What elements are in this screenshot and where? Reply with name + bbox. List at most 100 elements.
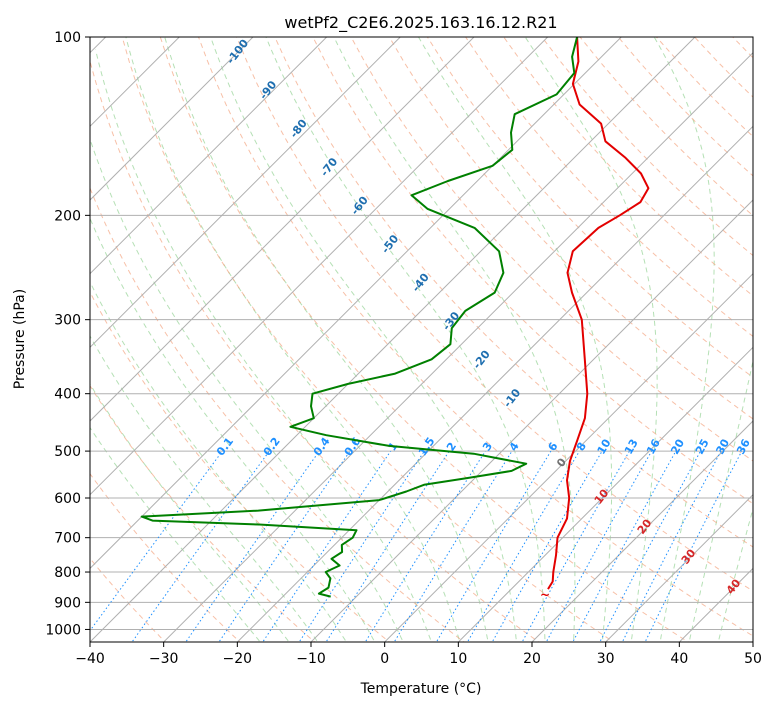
mixing-ratio-label: 10 xyxy=(595,437,614,457)
y-tick-label: 200 xyxy=(54,208,81,224)
isotherm-line xyxy=(90,37,328,275)
mixing-ratio-line xyxy=(572,450,677,642)
isotherm-line xyxy=(604,493,753,642)
dry-adiabat-line xyxy=(694,37,753,98)
mixing-ratio-line xyxy=(218,450,351,642)
y-tick-label: 500 xyxy=(54,444,81,460)
moist-adiabat-line xyxy=(717,506,753,642)
dry-adiabat-label: -90 xyxy=(257,78,280,102)
moist-adiabat-label: 40 xyxy=(724,576,744,596)
y-tick-label: 900 xyxy=(54,595,81,611)
x-tick-label: −20 xyxy=(223,651,253,667)
y-tick-label: 300 xyxy=(54,313,81,329)
mixing-ratio-label: 25 xyxy=(693,437,712,457)
dry-adiabat-label: -70 xyxy=(318,155,341,179)
dry-adiabat-label: -50 xyxy=(379,232,402,256)
dry-adiabat-label: -10 xyxy=(501,386,524,410)
isotherms xyxy=(0,10,753,654)
isotherm-line xyxy=(0,10,59,654)
mixing-ratio-line xyxy=(262,450,392,642)
mixing-ratio-lines xyxy=(90,450,743,642)
mixing-ratio-line xyxy=(90,450,223,632)
moist-adiabat-line xyxy=(164,37,489,642)
x-tick-label: −40 xyxy=(75,651,105,667)
y-tick-label: 400 xyxy=(54,387,81,403)
isobars xyxy=(90,214,753,630)
moist-adiabat-line xyxy=(90,335,319,642)
isotherm-line xyxy=(90,37,696,642)
mixing-ratio-label: 1.5 xyxy=(416,435,438,458)
moist-adiabat-line xyxy=(688,358,753,642)
mixing-ratio-label: 30 xyxy=(713,437,732,457)
mixing-ratio-line xyxy=(298,450,425,642)
dry-adiabat-line xyxy=(656,37,753,138)
mixing-ratio-label: 0.1 xyxy=(214,435,236,458)
mixing-ratio-label: 36 xyxy=(734,437,753,457)
moist-adiabat-line xyxy=(524,37,658,642)
isotherm-line xyxy=(162,51,753,642)
moist-adiabat-line xyxy=(90,137,404,642)
moist-adiabat-label: 10 xyxy=(592,486,612,506)
reference-line-labels: 0.1 0.2 0.4 0.6 1 1.5 2 3 4 6 8 10 13 16 20 25 30 36-100-… xyxy=(214,37,753,597)
mixing-ratio-line xyxy=(644,450,743,642)
dewpoint-line xyxy=(140,37,579,598)
mixing-ratio-label: 13 xyxy=(622,437,641,457)
isotherm-line xyxy=(457,346,753,642)
y-tick-label: 700 xyxy=(54,531,81,547)
moist-adiabat-line xyxy=(95,49,432,642)
dry-adiabats xyxy=(90,37,775,644)
isotherm-line xyxy=(90,37,181,128)
mixing-ratio-line xyxy=(364,450,486,642)
mixing-ratio-label: 0.2 xyxy=(261,435,283,458)
isotherm-line xyxy=(90,37,623,570)
isotherm-line xyxy=(383,272,753,642)
x-tick-label: 50 xyxy=(744,651,762,667)
mixing-ratio-line xyxy=(599,450,701,642)
mixing-ratio-label: 0.4 xyxy=(311,435,333,459)
temperature-line xyxy=(547,37,650,590)
mixing-ratio-line xyxy=(131,450,270,642)
x-tick-label: 30 xyxy=(597,651,615,667)
mixing-ratio-label: 20 xyxy=(668,437,687,457)
dry-adiabat-label: -20 xyxy=(470,348,493,372)
isotherm-line xyxy=(90,37,402,349)
isotherm-line xyxy=(310,199,753,642)
profile-series: ~ xyxy=(140,37,650,602)
moist-adiabat-label: 30 xyxy=(679,546,699,566)
mixing-ratio-line xyxy=(325,450,450,642)
dry-adiabat-label: -80 xyxy=(287,117,310,141)
dry-adiabat-line xyxy=(732,37,753,59)
chart-title: wetPf2_C2E6.2025.163.16.12.R21 xyxy=(284,13,557,33)
plot-frame xyxy=(89,36,754,643)
dry-adiabat-line xyxy=(771,37,775,644)
moist-adiabat-line xyxy=(90,280,347,642)
dry-adiabat-line xyxy=(388,37,753,420)
dry-adiabat-line xyxy=(236,37,753,592)
x-tick-label: 0 xyxy=(380,651,389,667)
isotherm-line xyxy=(90,37,254,201)
dry-adiabat-line xyxy=(274,37,753,548)
mixing-ratio-line xyxy=(185,450,320,642)
dry-adiabat-line xyxy=(90,384,316,642)
y-tick-label: 1000 xyxy=(45,622,81,638)
dry-adiabat-line xyxy=(198,37,753,637)
x-tick-label: 10 xyxy=(449,651,467,667)
x-tick-label: −10 xyxy=(296,651,326,667)
y-tick-label: 100 xyxy=(54,30,81,46)
isotherm-line xyxy=(90,37,475,422)
dry-adiabat-line xyxy=(426,37,753,378)
isotherm-line xyxy=(90,37,549,496)
dry-adiabat-line xyxy=(465,37,753,338)
y-tick-label: 600 xyxy=(54,491,81,507)
dry-adiabat-line xyxy=(541,37,753,257)
x-tick-label: 40 xyxy=(670,651,688,667)
dry-adiabat-line xyxy=(90,472,241,642)
mixing-ratio-line xyxy=(466,450,580,642)
dry-adiabat-line xyxy=(350,37,753,462)
moist-adiabat-line xyxy=(90,426,261,642)
mixing-ratio-line xyxy=(393,450,513,642)
dry-adiabat-line xyxy=(90,291,391,642)
lcl-marker: ~ xyxy=(540,588,550,602)
moist-adiabat-line xyxy=(210,37,518,642)
